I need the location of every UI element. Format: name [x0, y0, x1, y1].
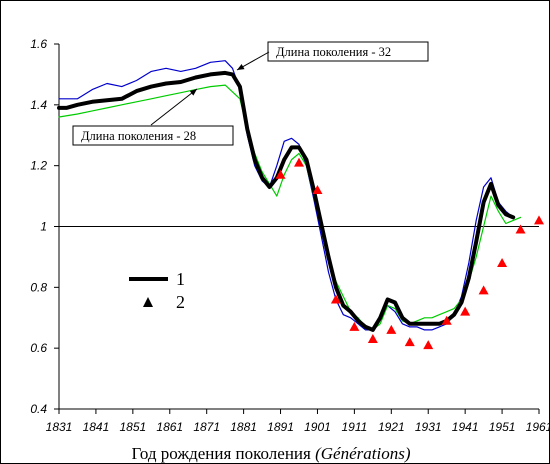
callout-gen28-label: Длина поколения - 28: [81, 129, 196, 143]
x-tick-label: 1871: [193, 420, 220, 434]
annotation-layer: Длина поколения - 32 Длина поколения - 2…: [72, 41, 429, 146]
y-tick-label: 1.4: [30, 98, 47, 112]
series-2-point: [367, 334, 378, 344]
series-2-point: [275, 169, 286, 179]
callout-gen32-arrow: [236, 51, 270, 71]
callout-box-gen28: [72, 125, 234, 146]
series-1-line: [57, 70, 516, 332]
series-2-point: [534, 215, 544, 225]
x-tick-label: 1891: [267, 420, 294, 434]
series-2-point: [294, 157, 304, 167]
x-axis-title: Год рождения поколения (Générations): [132, 444, 411, 463]
y-tick-label: 0.6: [30, 341, 47, 355]
series-2-point: [478, 285, 489, 295]
y-tick-label: 1.2: [30, 159, 47, 173]
x-tick-label: 1941: [452, 420, 479, 434]
series-gen32-line: [58, 60, 514, 331]
series-gen28-line: [58, 84, 522, 331]
x-axis-title-main: Год рождения поколения: [132, 444, 312, 463]
callout-box-gen32: [267, 41, 429, 62]
legend-label-2: 2: [176, 292, 185, 312]
x-tick-label: 1861: [156, 420, 183, 434]
callout-gen32-label: Длина поколения - 32: [276, 45, 391, 59]
series-2-point: [441, 315, 452, 325]
x-tick-label: 1881: [230, 420, 257, 434]
y-tick-label: 1.6: [30, 37, 47, 51]
marker-layer: [275, 157, 544, 350]
series-2-point: [460, 306, 471, 316]
series-2-point: [386, 324, 397, 334]
series-2-point: [330, 294, 341, 304]
series-2-point: [404, 337, 415, 347]
series-2-point: [349, 321, 360, 331]
legend-triangle-symbol: [143, 297, 153, 307]
y-tick-label: 0.4: [30, 402, 47, 416]
axes-layer: 0.4 0.6 0.8 1 1.2 1.4 1.6 1831 1841 1851 1861 1871 1…: [30, 37, 550, 434]
x-tick-label: 1911: [341, 420, 367, 434]
series-2-point: [423, 340, 434, 350]
x-axis-title-italic: (Générations): [315, 444, 411, 463]
x-tick-label: 1951: [489, 420, 516, 434]
x-tick-label: 1851: [119, 420, 146, 434]
legend-label-1: 1: [176, 269, 185, 289]
callout-gen28-arrow: [150, 88, 198, 126]
series-2-point: [497, 258, 508, 267]
x-tick-label: 1961: [526, 420, 550, 434]
series-2-point: [515, 224, 526, 234]
x-tick-label: 1931: [415, 420, 442, 434]
series-2-point: [312, 185, 323, 194]
legend: 1 2: [129, 269, 185, 312]
x-tick-label: 1921: [378, 420, 405, 434]
x-tick-label: 1831: [46, 420, 73, 434]
x-tick-label: 1901: [304, 420, 331, 434]
series-layer: [57, 60, 522, 332]
y-tick-label: 1: [40, 220, 47, 234]
x-tick-label: 1841: [83, 420, 110, 434]
y-tick-label: 0.8: [30, 280, 47, 294]
x-axis-title-text: Год рождения поколения (Générations): [132, 444, 411, 463]
